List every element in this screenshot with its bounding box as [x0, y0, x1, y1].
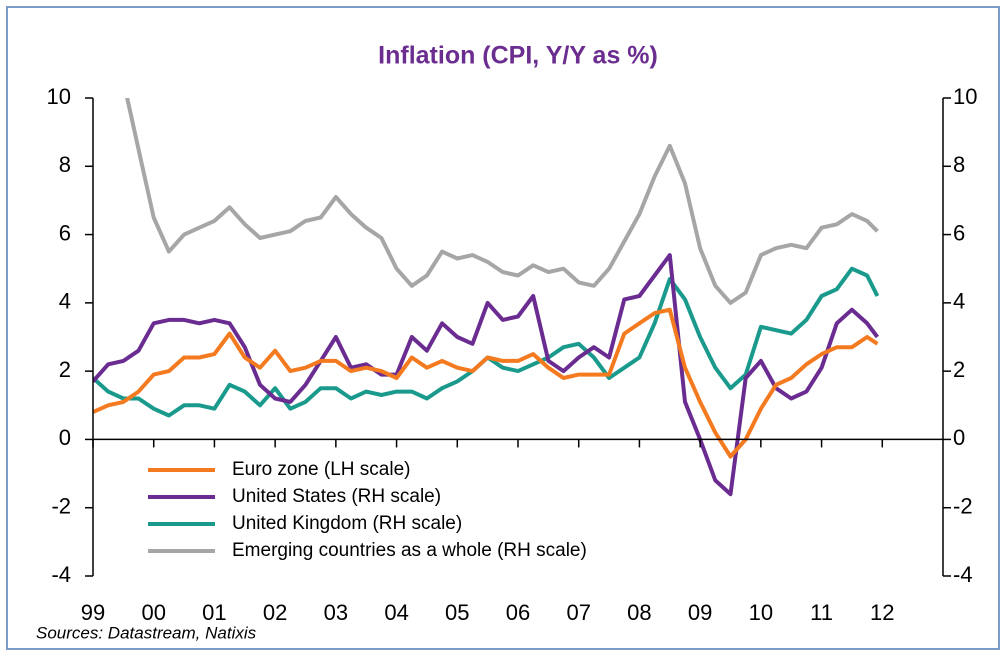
x-tick-label: 06: [506, 600, 530, 625]
source: Sources: Datastream, Natixis: [36, 623, 257, 642]
x-tick-label: 04: [384, 600, 408, 625]
series-line: [93, 307, 879, 459]
y2-tick-label: -2: [953, 494, 973, 519]
x-tick-label: 02: [263, 600, 287, 625]
x-tick-label: 08: [627, 600, 651, 625]
y-tick-label: -4: [51, 562, 71, 587]
x-tick-label: 03: [324, 600, 348, 625]
y-tick-label: 6: [59, 220, 71, 245]
series-line: [125, 98, 879, 305]
x-tick-label: 11: [810, 600, 833, 625]
x-tick-label: 10: [749, 600, 773, 625]
y2-tick-label: 10: [953, 84, 977, 109]
x-tick-label: 05: [445, 600, 469, 625]
plot-area: [93, 98, 880, 497]
x-tick-label: 99: [81, 600, 105, 625]
y-tick-label: 4: [59, 289, 71, 314]
legend-label: United States (RH scale): [232, 486, 441, 507]
y2-tick-label: 8: [953, 152, 965, 177]
y-tick-label: 0: [59, 425, 71, 450]
series-line: [93, 253, 879, 497]
y2-tick-label: 2: [953, 357, 965, 382]
x-tick-label: 09: [688, 600, 712, 625]
legend-label: United Kingdom (RH scale): [232, 513, 462, 534]
y-tick-label: 8: [59, 152, 71, 177]
y2-tick-label: 4: [953, 289, 965, 314]
y-tick-label: 10: [47, 84, 71, 109]
y2-tick-label: -4: [953, 562, 973, 587]
y-tick-label: -2: [51, 494, 71, 519]
x-tick-label: 12: [870, 600, 894, 625]
y-tick-label: 2: [59, 357, 71, 382]
legend-label: Emerging countries as a whole (RH scale): [232, 540, 587, 561]
x-tick-label: 01: [202, 600, 226, 625]
chart-title: Inflation (CPI, Y/Y as %): [378, 42, 658, 70]
y2-tick-label: 6: [953, 220, 965, 245]
legend-label: Euro zone (LH scale): [232, 459, 410, 480]
y2-tick-label: 0: [953, 425, 965, 450]
x-tick-label: 00: [141, 600, 165, 625]
x-tick-label: 07: [566, 600, 590, 625]
